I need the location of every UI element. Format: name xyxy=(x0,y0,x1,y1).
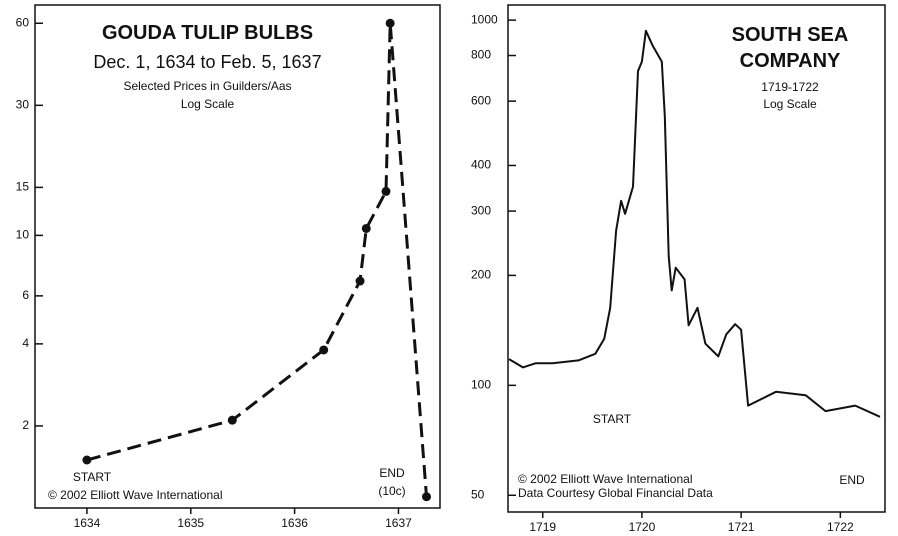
price-point xyxy=(381,186,391,196)
price-line xyxy=(86,21,428,497)
y-tick-label: 10 xyxy=(16,228,30,242)
annotation: © 2002 Elliott Wave International xyxy=(48,488,223,502)
annotation: END xyxy=(379,466,405,480)
x-tick-label: 1635 xyxy=(177,516,204,530)
chart-subtitle: 1719-1722 xyxy=(761,80,819,94)
y-tick-label: 400 xyxy=(471,158,491,172)
x-tick-label: 1721 xyxy=(728,520,755,534)
annotation: Data Courtesy Global Financial Data xyxy=(518,486,713,500)
chart-note: Selected Prices in Guilders/Aas xyxy=(123,79,292,93)
y-tick-label: 200 xyxy=(471,268,491,282)
price-point xyxy=(422,492,431,502)
price-point xyxy=(355,276,365,286)
chart-subtitle: Dec. 1, 1634 to Feb. 5, 1637 xyxy=(93,52,322,72)
y-tick-label: 4 xyxy=(22,336,29,350)
y-tick-label: 800 xyxy=(471,48,491,62)
y-tick-label: 60 xyxy=(16,15,30,29)
y-tick-label: 50 xyxy=(471,487,485,501)
price-point xyxy=(82,455,92,465)
annotation: START xyxy=(73,470,112,484)
price-line xyxy=(508,29,881,418)
y-tick-label: 30 xyxy=(16,97,30,111)
y-tick-label: 6 xyxy=(22,288,29,302)
price-point xyxy=(361,223,371,233)
annotation: (10c) xyxy=(378,484,405,498)
price-point xyxy=(227,415,237,425)
y-tick-label: 300 xyxy=(471,203,491,217)
plot-frame xyxy=(34,4,441,509)
y-tick-label: 100 xyxy=(471,378,491,392)
y-tick-label: 1000 xyxy=(471,12,498,26)
annotation: END xyxy=(839,473,865,487)
x-tick-label: 1720 xyxy=(629,520,656,534)
chart-note: Log Scale xyxy=(763,97,817,111)
price-point xyxy=(319,345,329,355)
y-tick-label: 15 xyxy=(16,180,30,194)
plot-frame xyxy=(507,4,886,513)
x-tick-label: 1722 xyxy=(827,520,854,534)
y-tick-label: 600 xyxy=(471,93,491,107)
annotation: START xyxy=(593,412,632,426)
x-tick-label: 1634 xyxy=(74,516,101,530)
x-tick-label: 1637 xyxy=(385,516,412,530)
x-tick-label: 1636 xyxy=(281,516,308,530)
annotation: © 2002 Elliott Wave International xyxy=(518,472,693,486)
y-tick-label: 2 xyxy=(22,418,29,432)
chart-note: Log Scale xyxy=(180,97,235,111)
chart-title: SOUTH SEA COMPANY xyxy=(731,24,849,72)
price-point xyxy=(385,18,395,28)
x-tick-label: 1719 xyxy=(529,520,556,534)
chart-title: GOUDA TULIP BULBS xyxy=(101,22,314,44)
